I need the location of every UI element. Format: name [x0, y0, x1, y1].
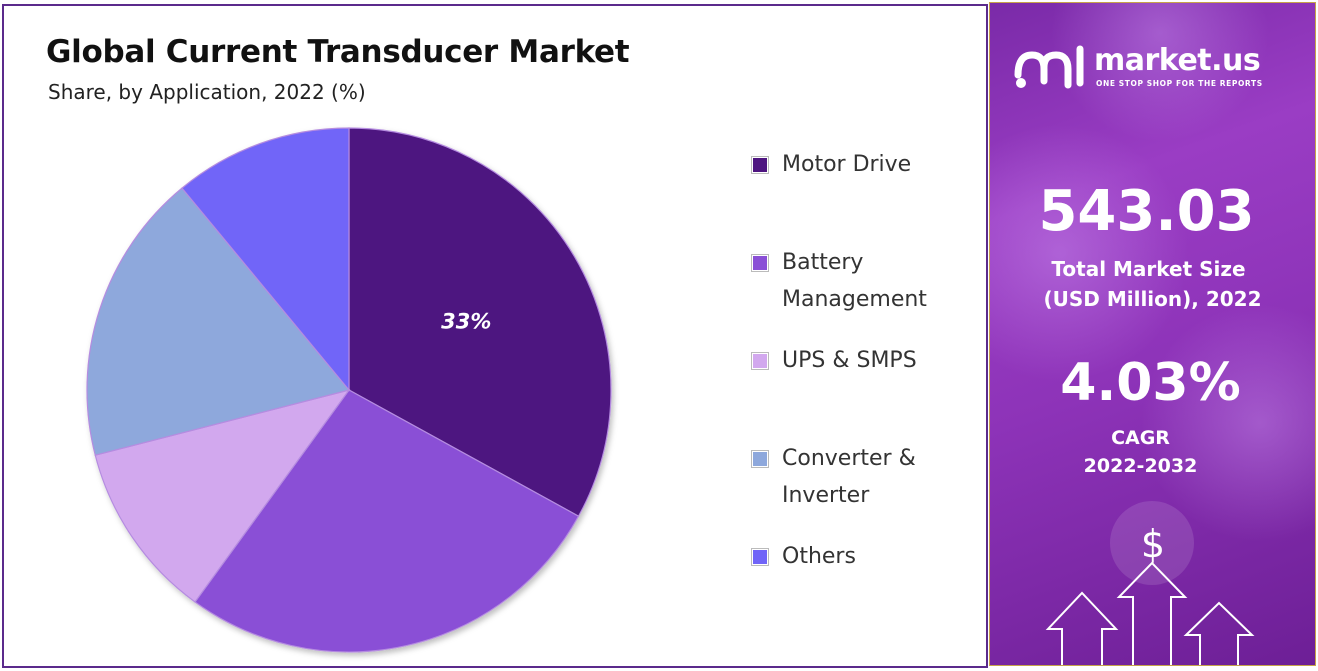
pie-slice-converter-inverter: [86, 187, 351, 456]
chart-panel: Global Current Transducer Market Share, …: [2, 4, 988, 668]
growth-arrows-icon: [1045, 561, 1255, 665]
legend-item: UPS & SMPS: [751, 342, 962, 379]
legend-label-line: Motor Drive: [782, 152, 912, 177]
growth-decoration: $: [1045, 501, 1255, 665]
cagr-value: 4.03%: [1060, 353, 1241, 413]
legend-label-line: Converter &: [782, 446, 916, 471]
brand-tagline: ONE STOP SHOP FOR THE REPORTS: [1096, 79, 1263, 88]
info-sidebar: market.us ONE STOP SHOP FOR THE REPORTS …: [989, 2, 1316, 666]
legend-swatch: [751, 450, 769, 468]
legend-label-line: Inverter: [782, 483, 870, 508]
legend-swatch: [751, 254, 769, 272]
pie-slice-motor-drive: [348, 127, 612, 518]
legend-label-line: Others: [782, 544, 856, 569]
market-size-label: Total Market Size: [1051, 257, 1246, 281]
dollar-symbol: $: [1141, 522, 1165, 566]
market-us-logo-icon: [1014, 45, 1084, 89]
data-label: 33%: [441, 310, 491, 334]
market-size-value: 543.03: [1038, 179, 1255, 244]
legend-swatch: [751, 352, 769, 370]
chart-subtitle: Share, by Application, 2022 (%): [48, 80, 366, 104]
legend-label-line: UPS & SMPS: [782, 348, 917, 373]
cagr-period: 2022-2032: [1083, 455, 1198, 477]
cagr-label: CAGR: [1111, 427, 1170, 449]
market-size-unit-label: (USD Million), 2022: [1043, 287, 1262, 311]
dollar-coin-icon: $: [1110, 501, 1194, 585]
chart-title: Global Current Transducer Market: [46, 34, 630, 70]
legend-swatch: [751, 156, 769, 174]
legend-item: Others: [751, 538, 962, 575]
brand-name: market.us: [1094, 43, 1261, 78]
legend-label-line: Management: [782, 287, 927, 312]
legend-label-line: Battery: [782, 250, 864, 275]
legend-label: Battery Management: [782, 244, 962, 318]
pie-chart: 33%: [86, 127, 612, 653]
legend-swatch: [751, 548, 769, 566]
pie-slice-ups-smps: [94, 389, 351, 603]
brand-logo: market.us ONE STOP SHOP FOR THE REPORTS: [1012, 41, 1302, 101]
pie-slice-battery-management: [194, 389, 580, 653]
legend-label: Others: [782, 538, 962, 575]
pie-slice-others: [181, 127, 350, 392]
legend-item: Battery Management: [751, 244, 962, 318]
legend-label: Converter & Inverter: [782, 440, 962, 514]
legend-item: Motor Drive: [751, 146, 962, 183]
legend-label: UPS & SMPS: [782, 342, 962, 379]
legend-label: Motor Drive: [782, 146, 962, 183]
legend: Motor Drive Battery Management UPS & SMPS Co…: [751, 146, 982, 586]
legend-item: Converter & Inverter: [751, 440, 962, 514]
